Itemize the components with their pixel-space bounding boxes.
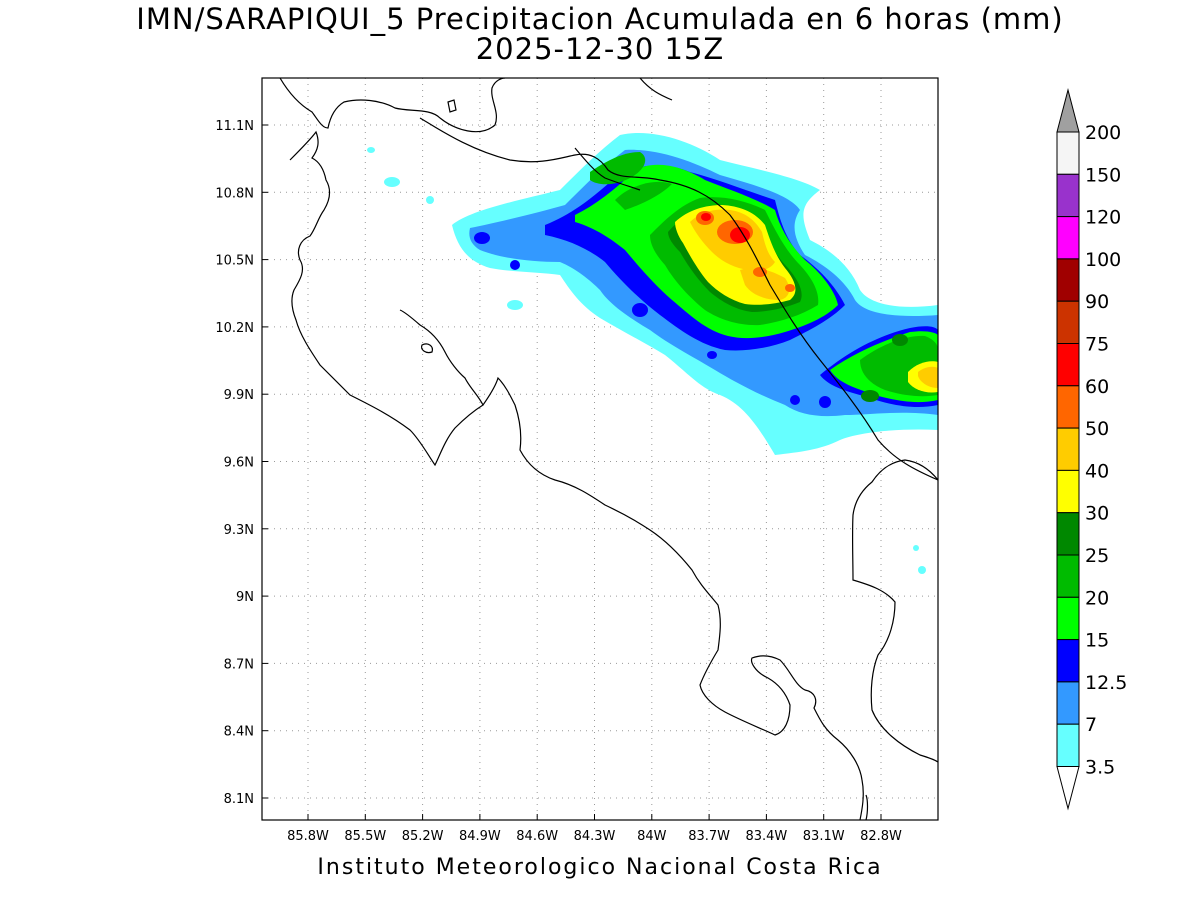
colorbar-swatch bbox=[1056, 681, 1080, 725]
colorbar-swatch bbox=[1056, 723, 1080, 768]
lat-tick-label: 9.3N bbox=[224, 523, 254, 538]
colorbar-over-triangle bbox=[1056, 88, 1080, 133]
lat-tick-label: 8.1N bbox=[224, 792, 254, 807]
colorbar-label: 200 bbox=[1085, 122, 1121, 144]
colorbar-swatch bbox=[1056, 427, 1080, 471]
colorbar-swatch bbox=[1056, 554, 1080, 598]
colorbar-swatch bbox=[1056, 469, 1080, 514]
lat-tick-label: 9.6N bbox=[224, 456, 254, 471]
lon-tick-label: 83.7W bbox=[688, 829, 730, 844]
colorbar-label: 15 bbox=[1085, 630, 1109, 652]
colorbar-label: 120 bbox=[1085, 207, 1121, 229]
colorbar-label: 3.5 bbox=[1085, 757, 1115, 779]
lon-tick-label: 84.9W bbox=[459, 829, 501, 844]
colorbar-swatch bbox=[1056, 512, 1080, 556]
colorbar-swatch bbox=[1056, 596, 1080, 641]
lat-tick-label: 9.9N bbox=[224, 388, 254, 403]
precip-60mm bbox=[701, 213, 750, 243]
lat-tick-label: 8.4N bbox=[224, 725, 254, 740]
colorbar-label: 20 bbox=[1085, 587, 1109, 609]
lon-tick-label: 85.8W bbox=[287, 829, 329, 844]
colorbar-under-triangle bbox=[1056, 766, 1080, 811]
colorbar-label: 90 bbox=[1085, 291, 1109, 313]
colorbar-label: 75 bbox=[1085, 334, 1109, 356]
colorbar: 200 150 120 100 90 75 60 50 40 30 25 20 15 12.5 7 3.5 bbox=[1056, 88, 1127, 811]
lat-tick-label: 9N bbox=[236, 590, 254, 605]
lon-tick-label: 83.4W bbox=[745, 829, 787, 844]
chart-title: IMN/SARAPIQUI_5 Precipitacion Acumulada … bbox=[136, 2, 1064, 36]
colorbar-swatch bbox=[1056, 258, 1080, 302]
precipitation-field bbox=[367, 132, 938, 574]
colorbar-swatch bbox=[1056, 173, 1080, 218]
colorbar-label: 12.5 bbox=[1085, 672, 1127, 694]
latitude-ticks: 11.1N 10.8N 10.5N 10.2N 9.9N 9.6N 9.3N 9N 8.7N 8.… bbox=[215, 119, 268, 807]
lat-tick-label: 10.5N bbox=[215, 254, 254, 269]
lat-tick-label: 10.8N bbox=[215, 186, 254, 201]
colorbar-swatch bbox=[1056, 300, 1080, 345]
coastlines bbox=[279, 78, 938, 820]
chart-subtitle-date: 2025-12-30 15Z bbox=[475, 32, 725, 66]
lon-tick-label: 84.3W bbox=[574, 829, 616, 844]
colorbar-label: 40 bbox=[1085, 460, 1109, 482]
colorbar-label: 25 bbox=[1085, 545, 1109, 567]
colorbar-swatch bbox=[1056, 343, 1080, 387]
lat-tick-label: 11.1N bbox=[215, 119, 254, 134]
colorbar-swatch bbox=[1056, 385, 1080, 429]
lat-tick-label: 8.7N bbox=[224, 657, 254, 672]
lon-tick-label: 85.5W bbox=[344, 829, 386, 844]
colorbar-label: 7 bbox=[1085, 714, 1097, 736]
lon-tick-label: 83.1W bbox=[803, 829, 845, 844]
colorbar-label: 100 bbox=[1085, 249, 1121, 271]
lon-tick-label: 84.6W bbox=[516, 829, 558, 844]
colorbar-label: 60 bbox=[1085, 376, 1109, 398]
lon-tick-label: 84W bbox=[637, 829, 667, 844]
lat-tick-label: 10.2N bbox=[215, 321, 254, 336]
colorbar-swatch bbox=[1056, 639, 1080, 683]
colorbar-swatch bbox=[1056, 216, 1080, 260]
map-grid bbox=[262, 78, 938, 820]
lon-tick-label: 82.8W bbox=[860, 829, 902, 844]
lon-tick-label: 85.2W bbox=[402, 829, 444, 844]
colorbar-label: 50 bbox=[1085, 418, 1109, 440]
colorbar-label: 150 bbox=[1085, 164, 1121, 186]
colorbar-swatch bbox=[1056, 131, 1080, 175]
map-frame bbox=[261, 77, 939, 821]
footer-credit: Instituto Meteorologico Nacional Costa R… bbox=[317, 855, 883, 880]
longitude-ticks: 85.8W 85.5W 85.2W 84.9W 84.6W 84.3W 84W 83.7W 83… bbox=[287, 814, 902, 844]
colorbar-label: 30 bbox=[1085, 503, 1109, 525]
